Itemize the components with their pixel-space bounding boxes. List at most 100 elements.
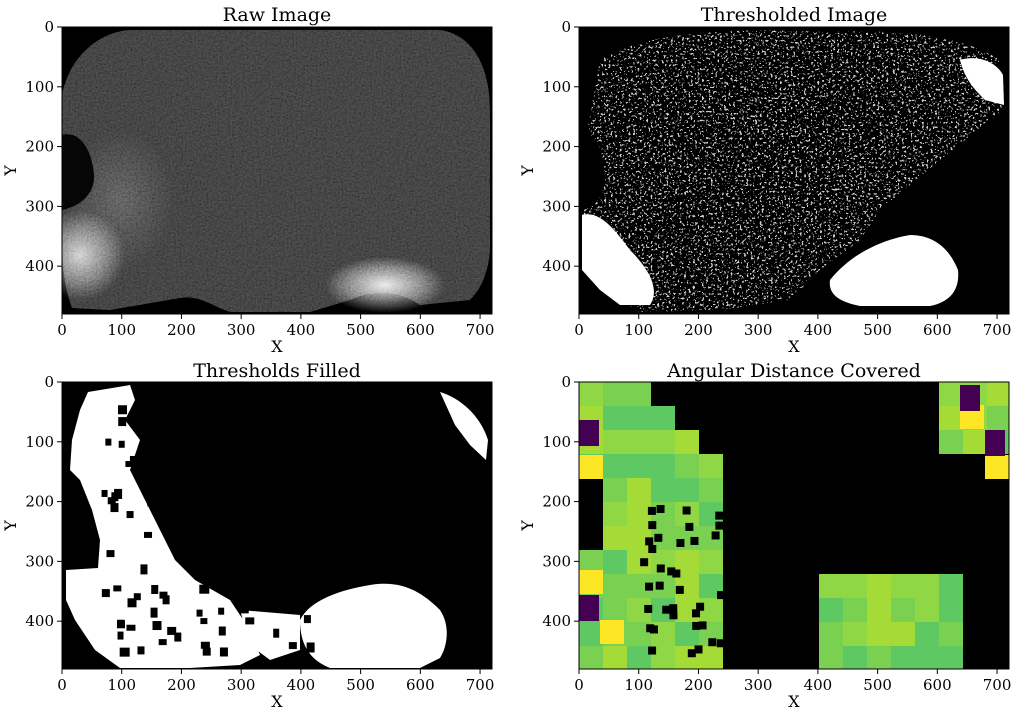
- hole-block: [158, 489, 168, 497]
- angular-cell: [987, 406, 1009, 430]
- angular-cell: [627, 382, 651, 406]
- angular-cell: [891, 646, 915, 669]
- x-tick-label: 100: [107, 321, 136, 339]
- hole-block: [696, 602, 705, 611]
- hole-block: [218, 607, 225, 615]
- hole-block: [311, 528, 318, 539]
- hole-block: [229, 517, 239, 528]
- hole-block: [219, 647, 228, 657]
- x-tick-label: 300: [744, 321, 773, 339]
- x-tick-label: 500: [863, 676, 892, 694]
- hole-block: [202, 647, 211, 656]
- hole-block: [807, 525, 816, 534]
- angular-cell: [819, 598, 843, 622]
- hole-block: [133, 593, 141, 601]
- hole-block: [807, 640, 816, 649]
- angular-cell: [867, 574, 891, 598]
- hole-block: [711, 531, 720, 540]
- angular-cell: [603, 478, 627, 502]
- hole-block: [273, 434, 280, 442]
- hole-block: [303, 615, 311, 624]
- hole-block: [656, 505, 665, 514]
- y-tick-label: 300: [542, 197, 571, 215]
- angular-cell: [627, 454, 651, 478]
- hole-block: [648, 646, 657, 655]
- hole-block: [140, 564, 148, 575]
- hole-block: [649, 625, 658, 634]
- y-tick-label: 100: [25, 78, 54, 96]
- hole-block: [648, 521, 657, 530]
- x-tick-label: 300: [744, 676, 773, 694]
- hole-block: [245, 524, 254, 532]
- hole-block: [294, 503, 301, 512]
- hole-block: [137, 409, 146, 417]
- hole-block: [210, 511, 220, 520]
- x-tick-label: 0: [574, 676, 584, 694]
- angular-cell: [843, 622, 867, 646]
- hole-block: [205, 503, 213, 513]
- thresholded-heatmap: [579, 27, 1009, 314]
- y-tick-label: 0: [561, 373, 571, 391]
- x-axis-label: X: [271, 337, 283, 356]
- x-tick-label: 0: [57, 321, 67, 339]
- x-tick-label: 600: [923, 321, 952, 339]
- hole-block: [152, 621, 162, 631]
- angular-cell: [891, 598, 915, 622]
- hole-block: [185, 407, 195, 417]
- hole-block: [655, 581, 664, 590]
- hole-block: [244, 419, 255, 430]
- hole-block: [682, 506, 691, 515]
- hole-block: [136, 400, 144, 408]
- x-tick-label: 700: [466, 676, 495, 694]
- x-tick-label: 700: [983, 676, 1012, 694]
- hole-block: [692, 621, 701, 630]
- hole-block: [118, 417, 127, 427]
- angular-cell: [819, 574, 843, 598]
- hole-block: [107, 497, 116, 505]
- angular-cell: [579, 382, 603, 406]
- hole-block: [223, 521, 230, 529]
- angular-cell: [843, 574, 867, 598]
- angular-cell: [627, 406, 651, 430]
- angular-cell: [603, 454, 627, 478]
- angular-cell: [651, 646, 675, 669]
- x-tick-label: 600: [406, 321, 435, 339]
- angular-cell: [843, 646, 867, 669]
- angular-cell: [939, 646, 963, 669]
- y-tick-label: 0: [44, 18, 54, 36]
- hole-block: [672, 569, 681, 578]
- angular-cell: [651, 454, 675, 478]
- x-axis-label: X: [788, 337, 800, 356]
- y-tick-label: 100: [25, 433, 54, 451]
- hole-block: [129, 455, 138, 466]
- hole-block: [150, 474, 157, 482]
- y-tick-label: 100: [542, 433, 571, 451]
- angular-cell: [915, 598, 939, 622]
- hole-block: [310, 481, 321, 489]
- panel-raw-image: Raw Image 0 100 200 300 400 500 600 700 0 100 200 3…: [1, 4, 494, 356]
- panel-thresholded-image: Thresholded Image 0 100 200 300 400 500 600 700…: [518, 4, 1011, 356]
- hole-block: [715, 521, 724, 530]
- hole-block: [199, 584, 210, 594]
- hole-block: [138, 412, 146, 422]
- x-tick-label: 200: [167, 676, 196, 694]
- angular-cell: [939, 430, 963, 454]
- hole-block: [314, 538, 325, 546]
- hole-block: [694, 645, 703, 654]
- chart-title: Angular Distance Covered: [666, 360, 921, 382]
- angular-cell: [699, 550, 723, 574]
- hole-block: [698, 621, 707, 630]
- x-tick-label: 700: [466, 321, 495, 339]
- hole-block: [296, 542, 306, 549]
- angular-cell: [603, 406, 627, 430]
- angular-cell: [603, 430, 627, 454]
- hole-block: [687, 649, 696, 658]
- hole-block: [250, 584, 259, 591]
- angular-cell: [675, 430, 699, 454]
- hole-block: [101, 589, 110, 598]
- angular-cell: [600, 620, 624, 644]
- angular-cell: [819, 646, 843, 669]
- hole-block: [175, 504, 185, 514]
- angular-cell: [939, 574, 963, 598]
